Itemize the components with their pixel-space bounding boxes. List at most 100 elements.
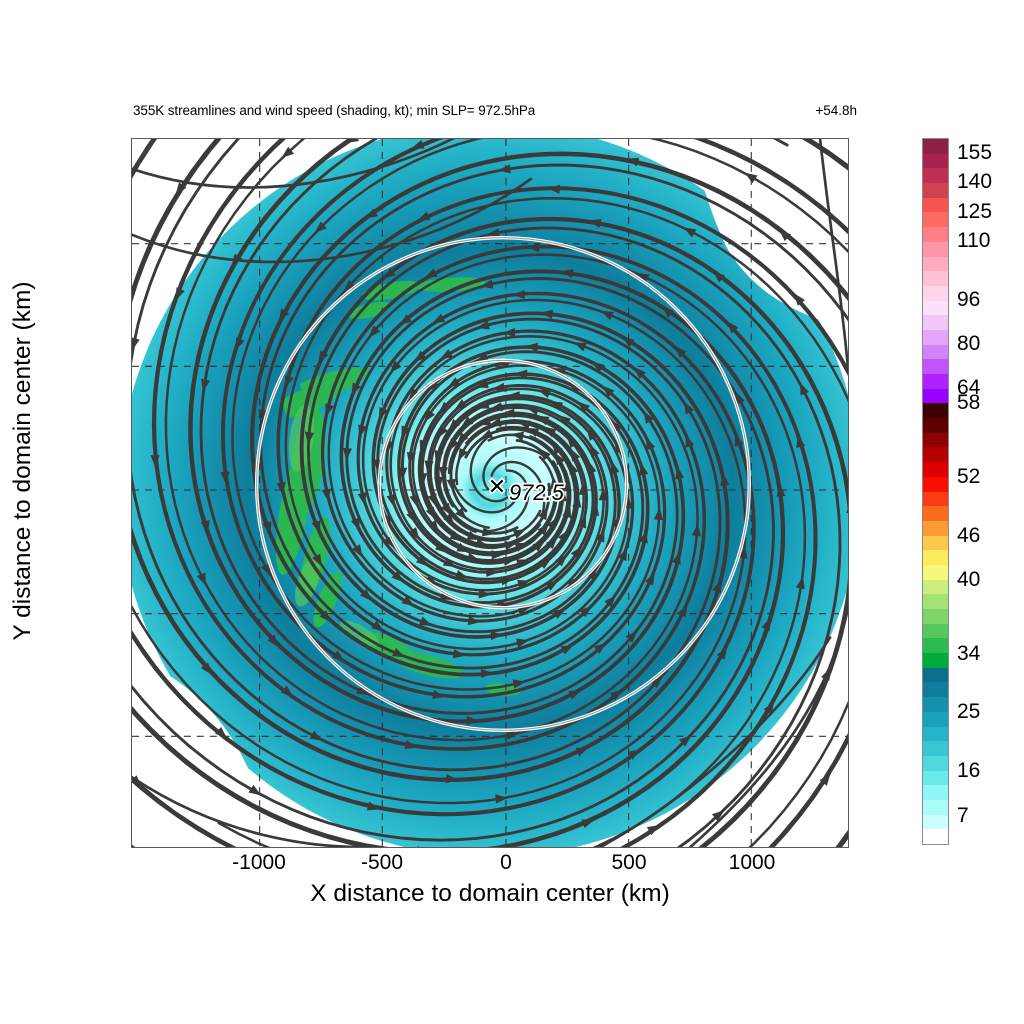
streamline [151, 139, 707, 751]
streamline-arrow [679, 734, 692, 747]
streamline [132, 177, 533, 264]
streamline-arrow [321, 488, 331, 502]
streamline-arrow [507, 391, 520, 401]
colorbar-segment [923, 755, 948, 771]
streamline-arrow [569, 461, 579, 475]
streamline-arrow [551, 442, 563, 455]
streamline-arrow [428, 519, 440, 533]
streamline [469, 434, 509, 503]
streamline-arrow [276, 482, 286, 495]
streamline [231, 139, 848, 691]
streamline-arrow [452, 649, 466, 659]
streamline-arrow [343, 279, 356, 292]
colorbar-segment [923, 799, 948, 815]
streamline-arrow [196, 572, 207, 586]
colorbar-tick: 140 [957, 170, 993, 194]
streamline-arrow [776, 483, 786, 497]
storm-center-marker: ✕ [488, 474, 506, 499]
streamline-arrow [671, 551, 681, 565]
colorbar-segment [923, 359, 948, 374]
xtick-m500: -500 [360, 851, 404, 874]
streamline-arrow [639, 462, 649, 476]
streamline [284, 196, 848, 847]
streamline-arrow [443, 513, 455, 526]
colorbar-tick: 155 [957, 140, 993, 164]
streamline-arrow [331, 650, 345, 662]
streamline-arrow [504, 541, 518, 551]
colorbar-segment [923, 829, 948, 844]
streamlines [132, 139, 848, 847]
colorbar-segment [923, 227, 948, 242]
colorbar-segment [923, 476, 948, 492]
streamline-arrow [498, 164, 511, 174]
storm-center-group: ✕ 972.5 [486, 472, 566, 506]
colorbar-segment [923, 462, 948, 477]
streamline-arrow [449, 530, 463, 542]
colorbar-segment [923, 403, 948, 419]
streamline-arrow [319, 610, 332, 623]
colorbar-segment [923, 711, 948, 727]
streamline [132, 269, 786, 847]
colorbar-tick: 125 [957, 199, 993, 223]
streamline [132, 244, 818, 847]
streamline-arrow [586, 567, 598, 581]
storm-center-slp-label: 972.5 [509, 480, 565, 505]
chart-title: 355K streamlines and wind speed (shading… [133, 103, 536, 118]
colorbar-segment [923, 374, 948, 389]
streamline [132, 139, 756, 817]
streamline-arrow [409, 494, 419, 508]
streamline-arrow [577, 515, 587, 529]
streamline [199, 139, 789, 715]
streamline-arrow [457, 447, 468, 461]
streamline-arrow [795, 576, 805, 590]
colorbar-tick: 110 [957, 229, 991, 253]
streamline-arrow [554, 452, 565, 466]
colorbar-tick: 58 [957, 391, 981, 415]
streamline-arrow [200, 519, 210, 534]
streamline-arrow [359, 589, 372, 601]
streamline-arrow [391, 570, 404, 583]
streamline [259, 163, 848, 670]
streamline [599, 636, 832, 847]
streamline-arrow [636, 272, 650, 283]
streamline-arrow [591, 361, 605, 373]
streamline-arrow [475, 353, 489, 363]
streamline-arrow [735, 391, 745, 405]
colorbar-segment [923, 432, 948, 448]
streamline [217, 253, 807, 847]
streamline-arrow [366, 801, 380, 811]
streamline-arrow [486, 567, 499, 577]
colorbar-tick: 64 [957, 376, 981, 400]
streamline-arrow [432, 689, 446, 699]
colorbar-segment [923, 564, 948, 580]
streamline-arrow [486, 228, 500, 238]
streamline-arrow [538, 507, 549, 521]
streamline-arrow [351, 382, 361, 396]
colorbar-segment [923, 315, 948, 330]
colorbar-segment [923, 520, 948, 536]
colorbar-segment [923, 682, 948, 698]
streamline-arrow [677, 604, 688, 618]
streamline-arrow [352, 544, 363, 558]
streamline [189, 139, 848, 723]
streamline-arrow [404, 740, 418, 750]
streamline [306, 226, 842, 847]
streamline-arrow [408, 527, 420, 540]
colorbar-segment [923, 153, 948, 169]
colorbar-segment [923, 579, 948, 595]
streamline-arrow [411, 139, 425, 149]
streamline-arrow [480, 429, 494, 439]
streamline [452, 480, 520, 514]
colorbar [922, 138, 949, 845]
colorbar-segment [923, 609, 948, 624]
streamline-arrow [501, 408, 515, 418]
colorbar-segment [923, 344, 948, 360]
streamline-arrow [575, 747, 589, 757]
streamline [132, 139, 722, 772]
streamline-arrow [201, 378, 211, 392]
streamline-arrow [562, 504, 572, 519]
colorbar-segment [923, 638, 948, 654]
streamline-arrow [467, 616, 481, 626]
streamline-arrow [417, 211, 431, 221]
streamline-arrow [309, 730, 323, 741]
